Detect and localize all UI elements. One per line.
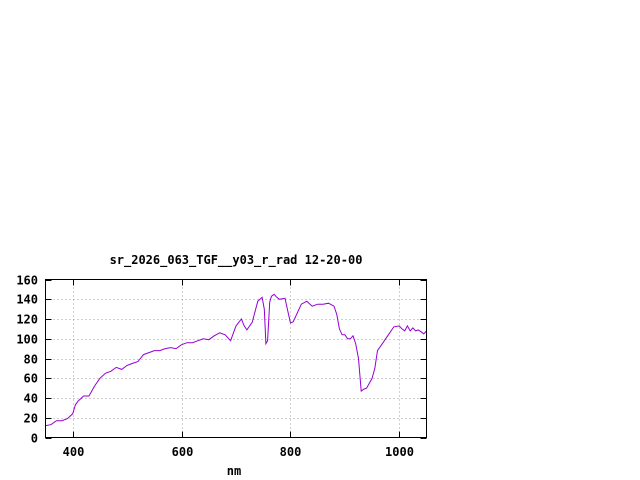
plot-frame [45,279,427,438]
x-axis-label: nm [227,464,241,478]
y-tick-label: 140 [16,293,38,307]
y-tick-label: 120 [16,313,38,327]
chart-title: sr_2026_063_TGF__y03_r_rad 12-20-00 [110,253,363,268]
x-tick-label: 800 [280,445,302,459]
y-tick-label: 60 [24,372,38,386]
grid [45,279,427,438]
y-tick-label: 160 [16,274,38,288]
y-tick-label: 0 [31,432,38,446]
y-tick-label: 20 [24,412,38,426]
y-tick-labels: 0 20 40 60 80 100 120 140 160 [16,274,38,446]
y-tick-label: 80 [24,353,38,367]
y-tick-label: 40 [24,392,38,406]
y-tick-label: 100 [16,333,38,347]
x-tick-label: 1000 [385,445,414,459]
ticks [45,279,427,439]
x-tick-label: 400 [63,445,85,459]
x-tick-labels: 400 600 800 1000 [63,445,414,459]
x-tick-label: 600 [172,445,194,459]
series-line [45,293,427,427]
